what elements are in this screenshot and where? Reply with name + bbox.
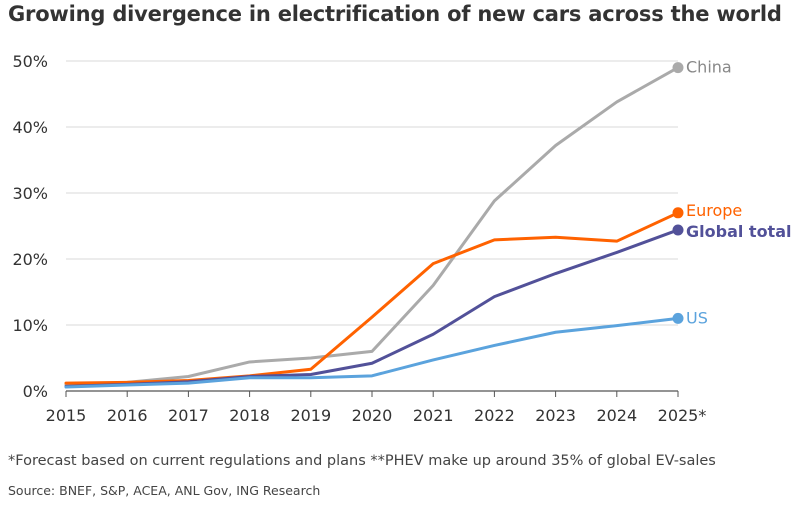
series-label-china: China (686, 58, 732, 77)
source-note: Source: BNEF, S&P, ACEA, ANL Gov, ING Re… (8, 483, 321, 498)
chart-title: Growing divergence in electrification of… (8, 2, 782, 26)
y-tick-label: 50% (12, 52, 48, 71)
series-endpoint-europe (672, 207, 684, 219)
y-tick-label: 20% (12, 250, 48, 269)
series-line-europe (64, 211, 680, 385)
series-line-global-total (64, 228, 680, 388)
x-tick-label: 2018 (229, 406, 270, 425)
series-line-us (64, 316, 680, 389)
series-label-europe: Europe (686, 201, 742, 220)
series-line-china (64, 66, 680, 386)
y-tick-label: 30% (12, 184, 48, 203)
series-endpoint-us (672, 312, 684, 324)
x-tick-label: 2020 (352, 406, 393, 425)
x-tick-label: 2015 (46, 406, 87, 425)
series-label-us: US (686, 308, 708, 327)
series-endpoint-china (672, 62, 684, 74)
series-endpoint-global-total (672, 224, 684, 236)
x-tick-label: 2024 (596, 406, 637, 425)
series-label-global-total: Global total (686, 222, 791, 241)
x-tick-label: 2017 (168, 406, 209, 425)
footnote: *Forecast based on current regulations a… (8, 453, 716, 469)
x-tick-label: 2025* (658, 406, 707, 425)
y-tick-label: 40% (12, 118, 48, 137)
y-tick-label: 0% (23, 382, 48, 401)
x-tick-label: 2016 (107, 406, 148, 425)
x-tick-label: 2022 (474, 406, 515, 425)
x-tick-label: 2023 (535, 406, 576, 425)
y-tick-label: 10% (12, 316, 48, 335)
x-tick-label: 2021 (413, 406, 454, 425)
x-tick-label: 2019 (290, 406, 331, 425)
